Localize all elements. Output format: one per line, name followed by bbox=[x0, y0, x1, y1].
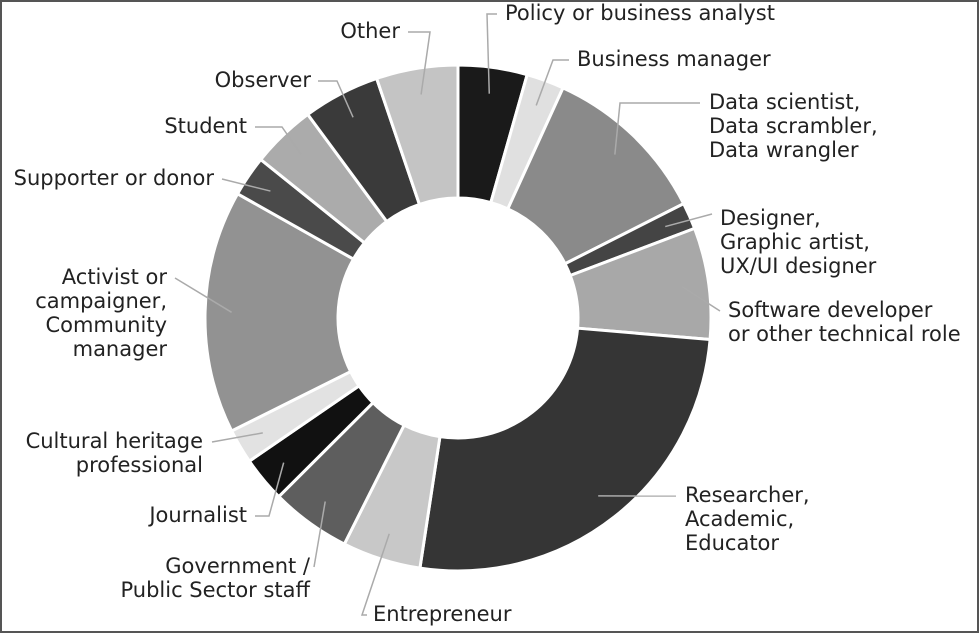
leader-line bbox=[614, 102, 700, 155]
slice-label: Student bbox=[164, 114, 247, 138]
slice-label: Academic, bbox=[685, 507, 794, 531]
slice-label: Educator bbox=[685, 531, 779, 555]
leader-line bbox=[255, 126, 302, 156]
leader-line bbox=[255, 462, 285, 517]
leader-line bbox=[313, 501, 326, 568]
leader-line bbox=[486, 13, 497, 94]
slice-label: Cultural heritage bbox=[26, 429, 203, 453]
slice-label: Public Sector staff bbox=[120, 578, 310, 602]
slice-label: Business manager bbox=[577, 47, 771, 71]
leader-line bbox=[174, 277, 232, 313]
slice-label: Other bbox=[340, 19, 400, 43]
slice-label: professional bbox=[76, 453, 203, 477]
slice-label: UX/UI designer bbox=[720, 254, 877, 278]
donut-slice bbox=[418, 326, 712, 573]
slice-label: Policy or business analyst bbox=[505, 1, 775, 25]
slice-label: Designer, bbox=[720, 206, 821, 230]
leader-line bbox=[535, 59, 569, 106]
slice-label: Researcher, bbox=[685, 483, 810, 507]
slice-label: Community bbox=[45, 313, 167, 337]
leader-line bbox=[681, 286, 721, 312]
slice-label: Data wrangler bbox=[709, 138, 859, 162]
leader-line bbox=[360, 533, 390, 616]
donut-slice bbox=[203, 191, 356, 433]
leader-line bbox=[211, 432, 263, 443]
slice-label: Activist or bbox=[62, 265, 168, 289]
slice-label: Graphic artist, bbox=[720, 230, 870, 254]
slice-label: Supporter or donor bbox=[14, 166, 215, 190]
slice-label: or other technical role bbox=[728, 322, 961, 346]
slice-label: Observer bbox=[215, 68, 312, 92]
slice-label: Entrepreneur bbox=[373, 602, 512, 626]
slice-label: Software developer bbox=[728, 298, 933, 322]
slice-label: Data scrambler, bbox=[709, 114, 878, 138]
leader-line bbox=[665, 213, 713, 228]
slice-label: campaigner, bbox=[35, 289, 167, 313]
donut-slice bbox=[374, 63, 460, 207]
leader-line bbox=[408, 31, 431, 95]
slice-label: Journalist bbox=[147, 503, 247, 527]
slice-label: Data scientist, bbox=[709, 90, 860, 114]
leader-line bbox=[318, 80, 354, 118]
slice-label: manager bbox=[73, 337, 168, 361]
slice-label: Government / bbox=[165, 554, 311, 578]
leader-line bbox=[221, 178, 271, 192]
